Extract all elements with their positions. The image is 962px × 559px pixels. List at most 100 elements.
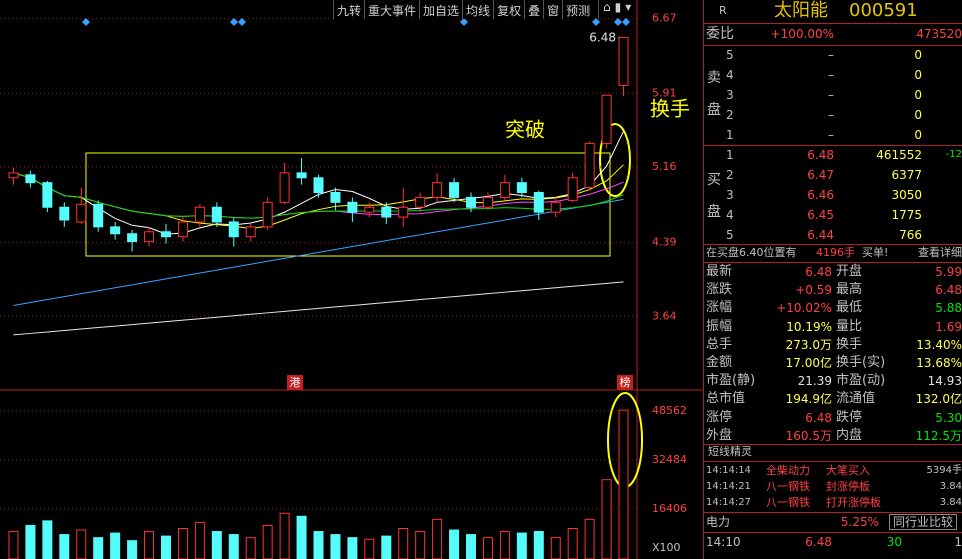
candle-body <box>127 233 138 243</box>
value: 160.5万 <box>785 428 832 443</box>
price: – <box>828 128 834 142</box>
candle-body <box>262 201 273 228</box>
candle-body <box>211 206 222 223</box>
value: +10.02% <box>776 301 832 316</box>
label: 开盘 <box>836 264 863 279</box>
label: 涨停 <box>706 409 733 425</box>
volume-bar <box>160 535 171 559</box>
candle-body <box>228 221 239 238</box>
level: 2 <box>726 168 734 182</box>
volume: 766 <box>899 228 922 242</box>
toolbar: 九转 重大事件 加自选 均线 复权叠窗预测 <box>333 0 594 19</box>
volume-bar <box>618 409 629 559</box>
candle-body <box>415 196 426 208</box>
value: 5394手 <box>926 465 962 476</box>
value: 194.9亿 <box>785 392 832 407</box>
label: 外盘 <box>706 427 733 443</box>
price: 6.44 <box>807 228 834 242</box>
candle-body <box>144 231 155 243</box>
value: 473520 <box>916 27 962 41</box>
label: 总市值 <box>706 391 746 407</box>
toolbar-button[interactable]: 均线 <box>462 0 493 19</box>
candle-body <box>533 192 544 213</box>
label: 委比 <box>706 26 734 42</box>
volume-bar <box>25 524 36 559</box>
price: – <box>828 108 834 122</box>
label: 涨跌 <box>706 282 733 298</box>
candle-body <box>279 172 290 203</box>
value: +0.59 <box>795 283 832 298</box>
volume-bar <box>8 531 19 559</box>
candle-body <box>194 206 205 223</box>
candle-body <box>245 226 256 238</box>
candle-body <box>76 203 87 223</box>
toolbar-button[interactable]: 叠 <box>524 0 543 19</box>
candle-body <box>42 182 53 208</box>
candle-body <box>110 226 121 235</box>
event: 大笔买入 <box>826 464 870 477</box>
value: 6.48 <box>805 265 832 279</box>
time: 14:14:14 <box>706 465 751 476</box>
volume-tick-label: 48562 <box>652 404 687 417</box>
tag <box>617 375 633 390</box>
volume-bar <box>432 518 443 559</box>
volume-bar <box>482 537 493 559</box>
toolbar-icons[interactable]: ⌂ ▮ ▾ <box>598 0 640 19</box>
level: 3 <box>726 188 734 202</box>
volume-bar <box>550 537 561 559</box>
volume-unit: X100 <box>652 541 681 554</box>
toolbar-button[interactable]: 重大事件 <box>364 0 419 19</box>
volume-bar <box>228 534 239 559</box>
volume: 0 <box>914 68 922 82</box>
toolbar-button[interactable]: 九转 <box>333 0 364 19</box>
link[interactable]: 查看详细 <box>918 246 962 259</box>
candle-body <box>567 177 578 201</box>
stock: 八一钢铁 <box>766 480 810 493</box>
time: 14:14:27 <box>706 497 751 508</box>
price: 6.46 <box>807 188 834 202</box>
toolbar-button[interactable]: 窗 <box>543 0 562 19</box>
event: 打开涨停板 <box>826 496 881 509</box>
candle-body <box>618 36 629 86</box>
candle-body <box>364 206 375 213</box>
level: 5 <box>726 228 734 242</box>
volume-tick-label: 16406 <box>652 502 687 515</box>
divider <box>704 145 962 146</box>
volume: 461552 <box>876 148 922 162</box>
volume-bar <box>499 531 510 559</box>
candle-body <box>482 196 493 208</box>
ma-line <box>13 281 624 336</box>
candle-body <box>347 201 358 213</box>
label: 总手 <box>706 336 733 352</box>
volume-bar <box>601 479 612 559</box>
value: 273.0万 <box>785 337 832 352</box>
toolbar-button[interactable]: 加自选 <box>419 0 462 19</box>
y-tick-label: 5.16 <box>652 160 677 173</box>
toolbar-button[interactable]: 预测 <box>562 0 593 19</box>
candle-body <box>516 182 527 194</box>
volume-bar <box>313 531 324 559</box>
volume: 0 <box>914 88 922 102</box>
volume: 1775 <box>891 208 922 222</box>
toolbar-button[interactable]: 复权 <box>493 0 524 19</box>
value: 5.88 <box>935 301 962 316</box>
candle-body <box>550 201 561 213</box>
volume-bar <box>533 531 544 559</box>
value: 3.84 <box>939 481 962 492</box>
value: 6.48 <box>805 410 832 425</box>
annotation: 换手 <box>650 97 690 121</box>
volume-bar <box>76 529 87 559</box>
tag-text: 港 <box>290 376 301 389</box>
stock-name: 太阳能 <box>774 0 828 21</box>
volume-bar <box>262 524 273 559</box>
volume-bar <box>330 534 341 559</box>
candle-body <box>160 231 171 238</box>
value: 5.30 <box>935 410 962 425</box>
candle-body <box>432 182 443 198</box>
value: 14.93 <box>927 374 962 389</box>
volume-bar <box>42 520 53 559</box>
candle-body <box>330 192 341 203</box>
stock: 八一钢铁 <box>766 496 810 509</box>
link[interactable]: 同行业比较 <box>889 514 958 530</box>
